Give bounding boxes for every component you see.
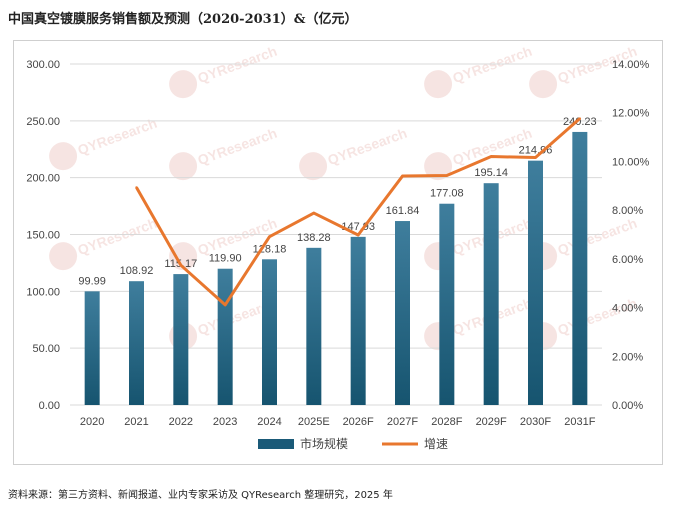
bar-2028F [439, 203, 455, 405]
x-tick-label: 2028F [431, 416, 462, 428]
y-axis-right: 0.00% 2.00% 4.00% 6.00% 8.00% 10.00% 12.00% 14.… [612, 59, 650, 412]
bar-2023 [217, 268, 233, 405]
bar-2021 [129, 281, 144, 405]
watermark-logo-icon [49, 142, 78, 171]
bar-2024 [262, 259, 277, 405]
data-label-2023: 119.90 [209, 253, 242, 265]
watermark-logo-icon [49, 242, 78, 271]
x-tick-label: 2023 [213, 416, 237, 428]
watermark-text: QYResearch [555, 215, 639, 259]
legend-swatch-bar [258, 439, 294, 449]
x-tick-label: 2030F [520, 416, 551, 428]
watermark-logo-icon [299, 152, 328, 181]
watermark-logo-icon [169, 70, 198, 99]
watermark-logo-icon [424, 70, 453, 99]
watermark-3: QYResearch [49, 115, 159, 171]
chart-title: 中国真空镀膜服务销售额及预测（2020-2031）&（亿元） [8, 12, 358, 27]
watermark-logo-icon [169, 242, 198, 271]
growth-point-2031F [578, 117, 582, 120]
watermark-12: QYResearch [424, 295, 534, 351]
bar-2029F [483, 183, 499, 405]
y-left-tick-label: 50.00 [32, 343, 60, 355]
y-right-tick-label: 4.00% [612, 303, 643, 315]
x-tick-label: 2020 [80, 416, 104, 428]
legend-label-bar: 市场规模 [300, 436, 348, 451]
data-label-2029F: 195.14 [474, 167, 508, 179]
watermark-5: QYResearch [299, 125, 409, 181]
bar-2025E [306, 247, 322, 405]
data-label-2027F: 161.84 [386, 205, 420, 217]
data-label-2020: 99.99 [78, 275, 106, 287]
watermark-0: QYResearch [169, 43, 279, 99]
x-tick-label: 2026F [343, 416, 374, 428]
x-tick-label: 2024 [257, 416, 281, 428]
bar-2020 [84, 291, 100, 405]
bar-series [84, 131, 588, 405]
growth-line-series [135, 117, 582, 307]
growth-point-2021 [135, 186, 138, 189]
y-right-tick-label: 12.00% [612, 108, 650, 120]
watermark-1: QYResearch [424, 43, 534, 99]
growth-point-2027F [401, 174, 404, 178]
growth-point-2024 [268, 235, 271, 238]
growth-point-2025E [312, 211, 316, 215]
watermark-text: QYResearch [555, 295, 639, 339]
growth-point-2029F [489, 155, 493, 158]
y-left-tick-label: 250.00 [26, 116, 60, 128]
source-note: 资料来源：第三方资料、新闻报道、业内专家采访及 QYResearch 整理研究，… [8, 490, 393, 501]
watermark-logo-icon [424, 152, 453, 181]
y-right-tick-label: 2.00% [612, 351, 643, 363]
y-right-tick-label: 10.00% [612, 156, 650, 168]
bar-2030F [528, 160, 543, 405]
legend: 市场规模 增速 [258, 436, 448, 451]
x-tick-label: 2029F [476, 416, 507, 428]
y-right-tick-label: 6.00% [612, 254, 643, 266]
bar-2026F [350, 236, 366, 405]
legend-label-line: 增速 [424, 437, 448, 451]
watermark-logo-icon [529, 70, 558, 99]
data-label-2028F: 177.08 [430, 188, 464, 200]
bar-2027F [395, 221, 410, 405]
y-right-tick-label: 0.00% [612, 400, 643, 412]
chart-frame [13, 40, 663, 465]
watermark-text: QYResearch [325, 125, 409, 169]
x-tick-label: 2027F [387, 416, 418, 428]
watermark-logo-icon [169, 152, 198, 181]
x-axis: 2020 2021 2022 2023 2024 2025E 2026F 2027F 2028F… [80, 416, 596, 428]
bar-2022 [173, 274, 189, 405]
data-label-2021: 108.92 [120, 265, 154, 277]
watermark-text: QYResearch [75, 215, 159, 259]
y-left-tick-label: 200.00 [26, 173, 60, 185]
x-tick-label: 2025E [298, 416, 330, 428]
growth-point-2022 [179, 263, 183, 267]
bar-2031F [572, 131, 588, 405]
data-label-2030F: 214.96 [519, 145, 553, 157]
y-left-tick-label: 0.00 [39, 400, 60, 412]
x-tick-label: 2031F [564, 416, 595, 428]
y-right-tick-label: 14.00% [612, 59, 650, 71]
data-label-2025E: 138.28 [297, 232, 331, 244]
y-right-tick-label: 8.00% [612, 205, 643, 217]
gridlines [70, 63, 602, 406]
y-left-tick-label: 100.00 [26, 286, 60, 298]
growth-point-2026F [356, 233, 360, 237]
x-tick-label: 2022 [169, 416, 193, 428]
watermark-9: QYResearch [424, 215, 534, 271]
data-label-2026F: 147.93 [341, 221, 375, 233]
y-left-tick-label: 300.00 [26, 59, 60, 71]
growth-point-2030F [534, 156, 537, 159]
y-axis-left: 0.00 50.00 100.00 150.00 200.00 250.00 300.00 [26, 59, 60, 412]
watermark-4: QYResearch [169, 125, 279, 181]
y-left-tick-label: 150.00 [26, 230, 60, 242]
watermark-text: QYResearch [195, 125, 279, 169]
x-tick-label: 2021 [124, 416, 148, 428]
growth-point-2028F [445, 174, 449, 177]
growth-point-2023 [223, 303, 227, 307]
